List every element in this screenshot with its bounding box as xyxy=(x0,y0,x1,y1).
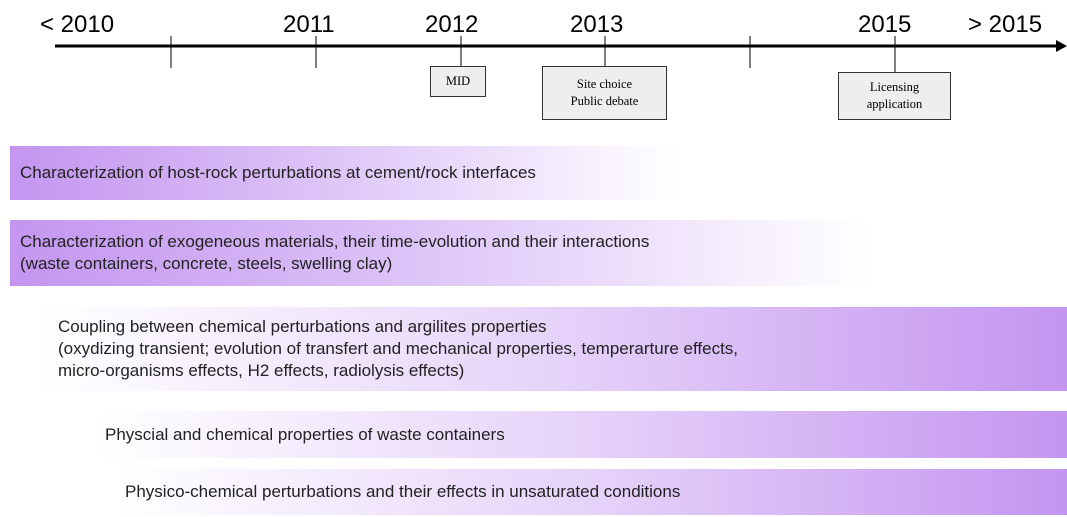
work-bar: Coupling between chemical perturbations … xyxy=(40,307,1067,391)
milestone-text: Public debate xyxy=(570,94,639,108)
arrow-head xyxy=(1056,40,1067,52)
milestone-text: Site choice xyxy=(576,77,633,91)
bar-text: (waste containers, concrete, steels, swe… xyxy=(20,254,393,273)
milestone-text: MID xyxy=(445,74,471,88)
milestone-text: Licensing xyxy=(869,80,920,94)
ticks xyxy=(170,36,896,72)
timeline: < 2010 2011 2012 2013 2015 > 2015 xyxy=(40,11,1067,72)
year-label: 2012 xyxy=(425,11,478,38)
bar-text: Characterization of exogeneous materials… xyxy=(20,232,650,251)
year-label: 2013 xyxy=(570,11,623,38)
year-label: < 2010 xyxy=(40,11,114,38)
work-bar: Characterization of exogeneous materials… xyxy=(10,220,870,286)
bar-text: micro-organisms effects, H2 effects, rad… xyxy=(58,361,465,380)
milestone: Site choice Public debate xyxy=(542,66,667,120)
bar-text: (oxydizing transient; evolution of trans… xyxy=(58,339,739,358)
bar-text: Characterization of host-rock perturbati… xyxy=(20,163,536,182)
bar-text: Physcial and chemical properties of wast… xyxy=(105,424,505,444)
milestone: Licensing application xyxy=(838,72,951,120)
bar-text: Physico-chemical perturbations and their… xyxy=(125,482,681,501)
year-label: 2015 xyxy=(858,11,911,38)
milestone: MID xyxy=(430,66,486,97)
year-label: 2011 xyxy=(283,11,335,38)
work-bar: Physico-chemical perturbations and their… xyxy=(115,469,1067,515)
year-label: > 2015 xyxy=(968,11,1042,38)
milestone-text: application xyxy=(866,97,923,111)
work-bar: Characterization of host-rock perturbati… xyxy=(10,146,680,200)
work-bar: Physcial and chemical properties of wast… xyxy=(95,411,1067,458)
bar-text: Coupling between chemical perturbations … xyxy=(58,317,547,336)
